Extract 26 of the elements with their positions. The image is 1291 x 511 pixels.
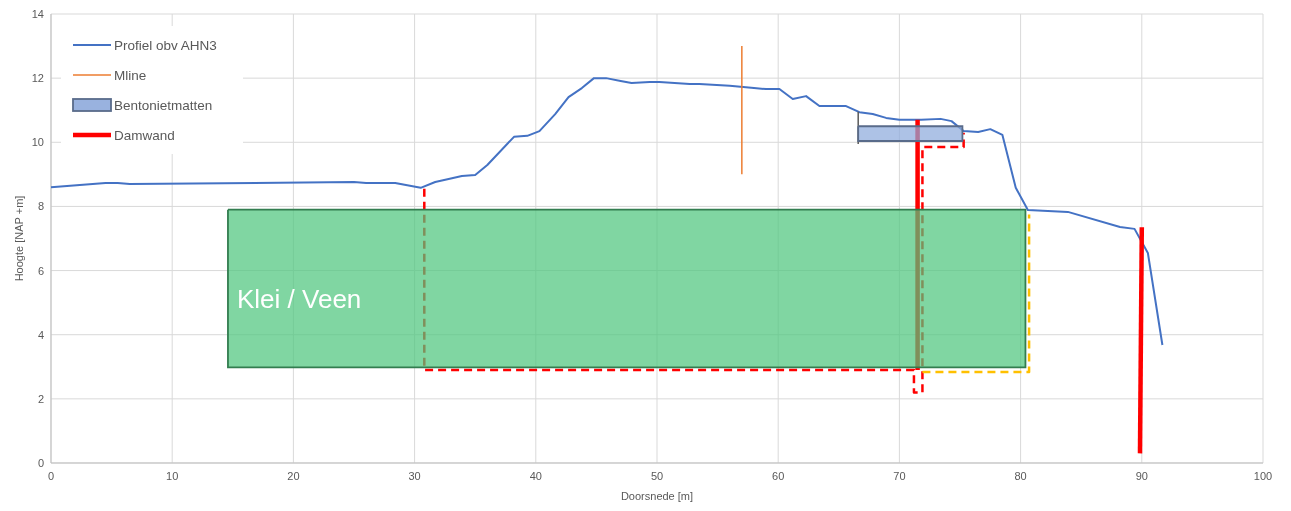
y-tick-label: 4 (37, 328, 44, 341)
legend-label: Profiel obv AHN3 (114, 38, 217, 53)
x-tick-label: 40 (529, 470, 542, 482)
x-tick-label: 20 (287, 470, 300, 482)
y-tick-label: 6 (37, 264, 44, 277)
legend-label: Mline (114, 68, 147, 83)
legend-label: Bentonietmatten (114, 98, 213, 113)
y-tick-label: 10 (31, 136, 44, 149)
x-tick-label: 100 (1253, 470, 1273, 482)
x-tick-label: 10 (166, 470, 179, 482)
y-tick-label: 2 (37, 392, 44, 405)
x-tick-label: 50 (650, 470, 664, 482)
x-tick-label: 0 (47, 470, 55, 482)
y-tick-label: 0 (37, 457, 44, 469)
legend-label: Damwand (114, 128, 175, 143)
x-tick-label: 60 (772, 470, 785, 482)
y-axis-title: Hoogte [NAP +m] (13, 195, 25, 282)
y-tick-label: 12 (31, 72, 44, 85)
x-tick-label: 70 (893, 470, 906, 482)
y-tick-label: 8 (37, 200, 44, 213)
x-tick-label: 90 (1135, 470, 1148, 482)
annotation: Klei / Veen (237, 284, 362, 314)
x-tick-label: 30 (408, 470, 421, 482)
y-tick-label: 14 (31, 8, 44, 20)
x-tick-label: 80 (1014, 470, 1027, 482)
x-axis-title: Doorsnede [m] (620, 490, 694, 502)
